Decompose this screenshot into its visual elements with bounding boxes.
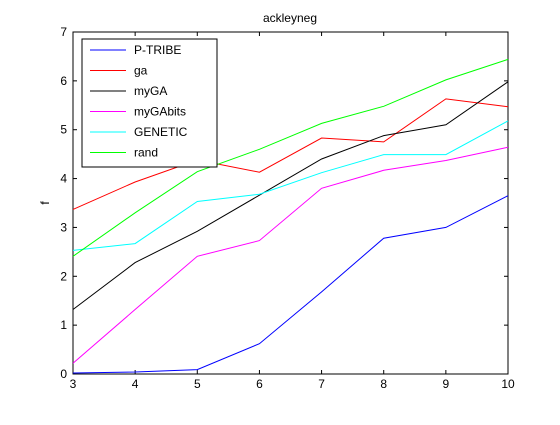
legend: P-TRIBE ga myGA myGAbits GENETIC rand (81, 38, 218, 168)
legend-label-rand: rand (134, 146, 158, 160)
series-line-mygabits (72, 146, 509, 364)
legend-label-p-tribe: P-TRIBE (134, 43, 181, 57)
plot-area: 3 4 5 6 7 8 9 10 0 1 2 3 4 5 6 7 P-TRIBE ga myGA myGAbits GE… (60, 25, 515, 391)
legend-label-genetic: GENETIC (134, 125, 188, 139)
legend-label-ga: ga (134, 64, 148, 78)
legend-label-myga: myGA (134, 84, 167, 98)
legend-label-mygabits: myGAbits (134, 105, 186, 119)
x-tick-label: 5 (194, 377, 201, 391)
chart-title: ackleyneg (263, 11, 317, 25)
series-line-rand (72, 58, 509, 257)
x-tick-label: 4 (132, 377, 139, 391)
x-tick-label: 8 (380, 377, 387, 391)
x-tick-label: 6 (256, 377, 263, 391)
y-tick-label: 5 (60, 123, 67, 137)
series-line-genetic (72, 120, 509, 251)
y-tick-label: 4 (60, 172, 67, 186)
series-line-ga (72, 98, 509, 210)
series-line-p-tribe (72, 195, 509, 374)
y-tick-label: 7 (60, 25, 67, 39)
y-tick-label: 3 (60, 220, 67, 234)
y-tick-label: 0 (60, 367, 67, 381)
y-tick-label: 2 (60, 269, 67, 283)
x-tick-label: 7 (318, 377, 325, 391)
axes-box (72, 31, 509, 375)
x-tick-label: 10 (501, 377, 515, 391)
legend-box (81, 38, 218, 168)
x-tick-label: 9 (443, 377, 450, 391)
y-tick-label: 6 (60, 74, 67, 88)
y-tick-label: 1 (60, 318, 67, 332)
y-axis-label: f (38, 201, 52, 205)
series-line-myga (72, 81, 509, 310)
x-tick-label: 3 (70, 377, 77, 391)
